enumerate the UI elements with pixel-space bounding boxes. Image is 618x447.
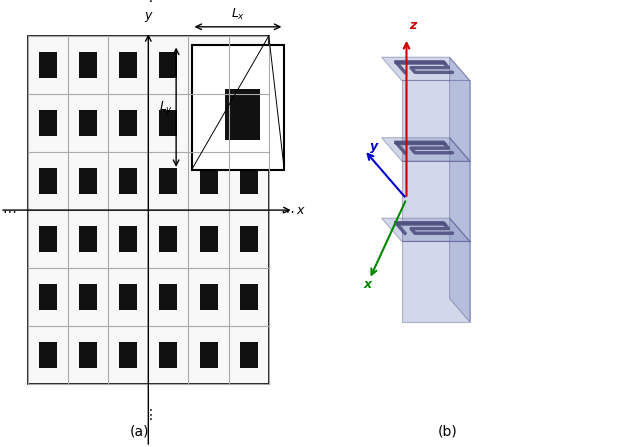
Text: $\vdots$: $\vdots$ (143, 407, 153, 422)
Bar (240, 168, 258, 194)
Bar (240, 52, 258, 78)
Bar (200, 342, 218, 368)
Bar (240, 110, 258, 136)
Bar (39, 168, 57, 194)
Polygon shape (450, 218, 470, 322)
Bar (240, 226, 258, 252)
Bar (119, 110, 137, 136)
Bar (119, 342, 137, 368)
Bar (79, 52, 97, 78)
Bar (39, 52, 57, 78)
Bar (240, 284, 258, 310)
Text: y: y (371, 140, 379, 153)
Bar (28, 36, 269, 384)
Bar (39, 342, 57, 368)
Polygon shape (382, 138, 470, 161)
Bar (159, 110, 177, 136)
Text: $L_y$: $L_y$ (159, 99, 173, 116)
Bar (200, 284, 218, 310)
Bar (79, 168, 97, 194)
Bar (119, 52, 137, 78)
Polygon shape (382, 218, 470, 241)
Bar (119, 168, 137, 194)
Bar (159, 342, 177, 368)
Polygon shape (402, 241, 470, 322)
Text: z: z (410, 19, 417, 32)
Polygon shape (402, 80, 470, 161)
Text: $\cdots$: $\cdots$ (280, 203, 295, 217)
Bar (192, 45, 284, 170)
Bar (159, 284, 177, 310)
Bar (225, 89, 260, 140)
Text: $L_x$: $L_x$ (231, 7, 245, 22)
Bar (79, 284, 97, 310)
Bar (200, 110, 218, 136)
Text: $\cdots$: $\cdots$ (2, 203, 17, 217)
Polygon shape (450, 57, 470, 161)
Bar (39, 110, 57, 136)
Bar (159, 52, 177, 78)
Bar (39, 226, 57, 252)
Bar (159, 168, 177, 194)
Bar (79, 110, 97, 136)
Text: $\vdots$: $\vdots$ (143, 0, 153, 4)
Bar (39, 284, 57, 310)
Bar (79, 226, 97, 252)
Text: x: x (297, 203, 304, 217)
Text: (a): (a) (129, 424, 149, 438)
Polygon shape (450, 138, 470, 241)
Bar (200, 52, 218, 78)
Bar (159, 226, 177, 252)
Bar (79, 342, 97, 368)
Polygon shape (402, 161, 470, 241)
Polygon shape (382, 57, 470, 80)
Bar (200, 226, 218, 252)
Bar (240, 342, 258, 368)
Bar (200, 168, 218, 194)
Bar (119, 284, 137, 310)
Text: x: x (363, 278, 371, 291)
Bar (119, 226, 137, 252)
Text: y: y (145, 9, 152, 22)
Text: (b): (b) (438, 424, 458, 438)
